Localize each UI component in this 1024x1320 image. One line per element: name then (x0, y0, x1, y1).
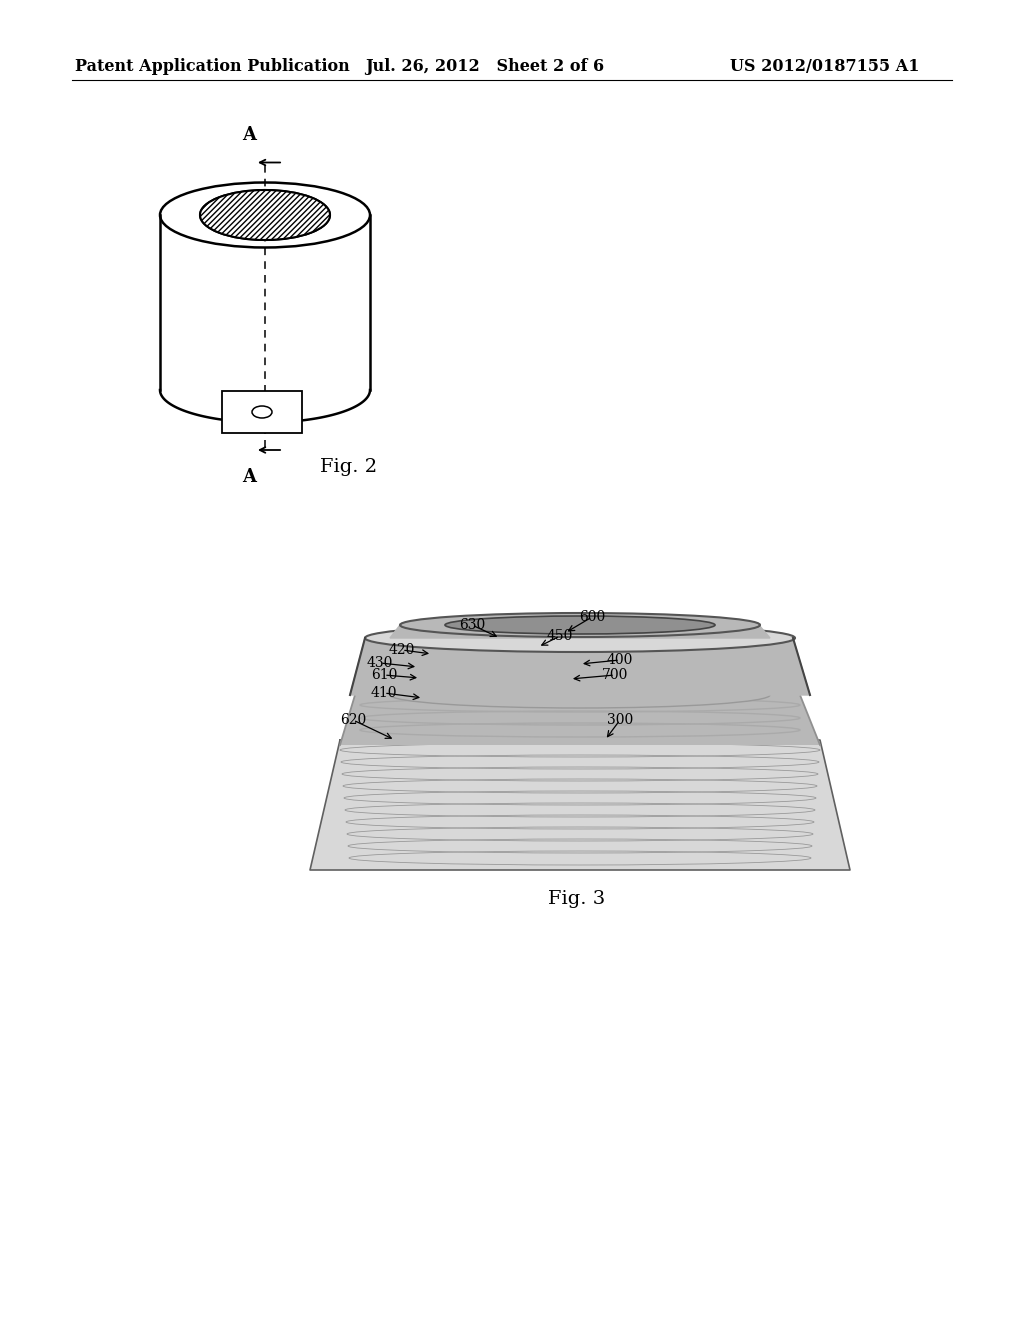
Ellipse shape (440, 645, 720, 668)
Polygon shape (390, 624, 770, 638)
Ellipse shape (365, 624, 795, 652)
Text: 600: 600 (579, 610, 605, 624)
Bar (222, 391, 302, 433)
Text: 630: 630 (459, 618, 485, 632)
Text: 400: 400 (607, 653, 633, 667)
Text: Patent Application Publication: Patent Application Publication (75, 58, 350, 75)
Ellipse shape (390, 682, 770, 708)
Text: 410: 410 (371, 686, 397, 700)
Ellipse shape (385, 660, 775, 690)
Text: Fig. 3: Fig. 3 (549, 890, 605, 908)
Ellipse shape (200, 190, 330, 240)
Text: A: A (242, 127, 256, 144)
Polygon shape (310, 741, 850, 870)
Ellipse shape (445, 616, 715, 634)
Text: 610: 610 (371, 668, 397, 682)
Text: 450: 450 (547, 630, 573, 643)
Text: Fig. 2: Fig. 2 (319, 458, 377, 477)
Polygon shape (350, 638, 810, 696)
Text: 420: 420 (389, 643, 415, 657)
Ellipse shape (445, 657, 715, 678)
Text: A: A (242, 469, 256, 486)
Text: 700: 700 (602, 668, 628, 682)
Text: 300: 300 (607, 713, 633, 727)
Ellipse shape (400, 612, 760, 638)
Text: US 2012/0187155 A1: US 2012/0187155 A1 (730, 58, 920, 75)
Text: 430: 430 (367, 656, 393, 671)
Text: Jul. 26, 2012   Sheet 2 of 6: Jul. 26, 2012 Sheet 2 of 6 (365, 58, 604, 75)
Ellipse shape (200, 190, 330, 240)
Polygon shape (340, 696, 820, 744)
Polygon shape (360, 675, 800, 696)
Text: 620: 620 (340, 713, 367, 727)
